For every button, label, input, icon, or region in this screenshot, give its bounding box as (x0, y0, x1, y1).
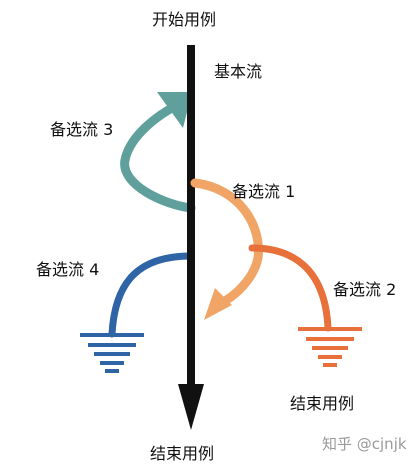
alt-flow-3-curve (120, 95, 196, 213)
watermark: 知乎 @cjnjk (322, 435, 407, 453)
alt-flow-2-label: 备选流 2 (333, 280, 397, 299)
ground-symbol-icon (80, 333, 144, 373)
alt-flow-3-label: 备选流 3 (50, 120, 114, 139)
basic-flow-label: 基本流 (214, 62, 263, 81)
alt-flow-2-curve (248, 244, 332, 332)
start-label: 开始用例 (152, 10, 217, 29)
alt-flow-4-label: 备选流 4 (36, 260, 100, 279)
basic-flow-arrowhead (178, 384, 204, 430)
alt-flow-4-curve (108, 252, 195, 338)
alt-flow-1-curve (190, 178, 263, 310)
ground-symbol-icon (298, 327, 362, 367)
alt-flow-1-label: 备选流 1 (232, 182, 296, 201)
alt-flow-1-arrowhead (204, 288, 232, 320)
alt-flow-3-arrowhead (157, 92, 192, 128)
end-main-label: 结束用例 (150, 444, 215, 463)
end-alt-label: 结束用例 (290, 394, 355, 413)
